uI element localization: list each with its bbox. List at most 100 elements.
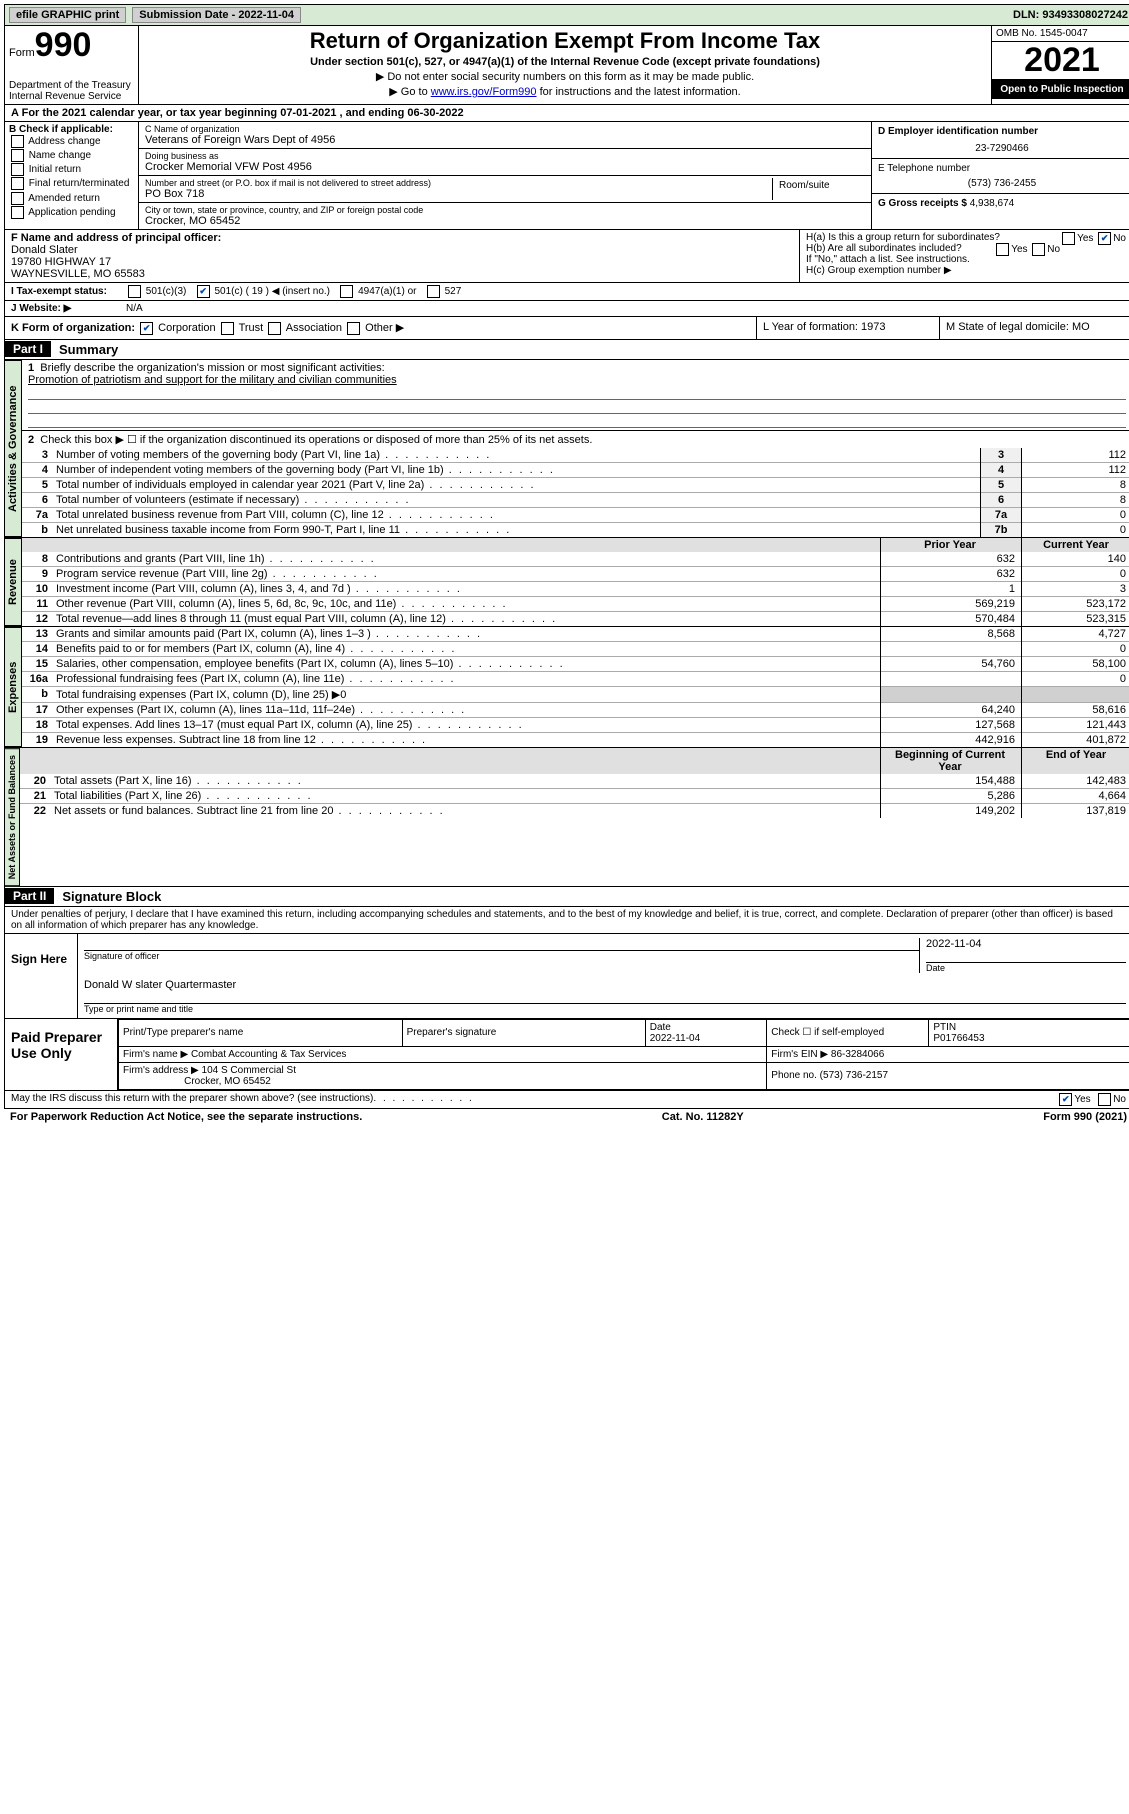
city-value: Crocker, MO 65452 xyxy=(145,215,865,227)
table-row: 17Other expenses (Part IX, column (A), l… xyxy=(22,702,1129,717)
part2-header: Part II Signature Block xyxy=(4,887,1129,907)
beg-year-hdr: Beginning of Current Year xyxy=(881,748,1022,774)
k-form-org: K Form of organization: ✔ Corporation Tr… xyxy=(5,317,757,339)
cb-addr-change[interactable]: Address change xyxy=(9,135,134,149)
form-subtitle-3: ▶ Go to www.irs.gov/Form990 for instruct… xyxy=(145,85,985,98)
ha-row: H(a) Is this a group return for subordin… xyxy=(806,232,1126,243)
table-row: 9Program service revenue (Part VIII, lin… xyxy=(22,566,1129,581)
dba-cell: Doing business as Crocker Memorial VFW P… xyxy=(139,149,871,176)
table-row: 16aProfessional fundraising fees (Part I… xyxy=(22,671,1129,686)
tel-value: (573) 736-2455 xyxy=(878,178,1126,189)
sig-officer-line: Signature of officer xyxy=(84,950,919,961)
ein-value: 23-7290466 xyxy=(878,143,1126,154)
irs-label: Internal Revenue Service xyxy=(9,91,134,102)
efile-print-button[interactable]: efile GRAPHIC print xyxy=(9,7,126,23)
table-row: bTotal fundraising expenses (Part IX, co… xyxy=(22,686,1129,702)
footer: For Paperwork Reduction Act Notice, see … xyxy=(4,1109,1129,1125)
sig-date: 2022-11-04 xyxy=(926,938,1126,950)
firm-name-cell: Firm's name ▶ Combat Accounting & Tax Se… xyxy=(119,1046,767,1062)
table-row: 12Total revenue—add lines 8 through 11 (… xyxy=(22,611,1129,626)
netassets-tab: Net Assets or Fund Balances xyxy=(5,748,20,886)
part2-tag: Part II xyxy=(5,888,54,904)
expenses-tab: Expenses xyxy=(5,627,22,747)
discuss-yesno: ✔Yes No xyxy=(1057,1093,1126,1106)
table-row: 5Total number of individuals employed in… xyxy=(22,477,1129,492)
ein-label: D Employer identification number xyxy=(878,126,1126,137)
cb-initial[interactable]: Initial return xyxy=(9,163,134,177)
row-j: J Website: ▶ N/A xyxy=(4,301,1129,317)
revenue-body: Prior YearCurrent Year 8Contributions an… xyxy=(22,538,1129,626)
prep-date-cell: Date2022-11-04 xyxy=(645,1019,767,1046)
part1-header: Part I Summary xyxy=(4,340,1129,360)
h-block: H(a) Is this a group return for subordin… xyxy=(800,230,1129,282)
form-no-footer: Form 990 (2021) xyxy=(1043,1111,1127,1123)
paid-preparer-label: Paid Preparer Use Only xyxy=(5,1019,118,1090)
submission-date-button[interactable]: Submission Date - 2022-11-04 xyxy=(132,7,301,23)
table-row: 11Other revenue (Part VIII, column (A), … xyxy=(22,596,1129,611)
pra-notice: For Paperwork Reduction Act Notice, see … xyxy=(10,1111,362,1123)
sign-here-label: Sign Here xyxy=(5,934,78,1018)
j-label: J Website: ▶ xyxy=(11,303,126,314)
governance-section: Activities & Governance 1 Briefly descri… xyxy=(4,360,1129,538)
cat-no: Cat. No. 11282Y xyxy=(662,1111,744,1123)
street-cell: Number and street (or P.O. box if mail i… xyxy=(139,176,871,203)
preparer-table: Print/Type preparer's name Preparer's si… xyxy=(118,1019,1129,1090)
cb-final[interactable]: Final return/terminated xyxy=(9,177,134,191)
prep-selfemp: Check ☐ if self-employed xyxy=(767,1019,929,1046)
table-row: 19Revenue less expenses. Subtract line 1… xyxy=(22,732,1129,747)
table-row: 18Total expenses. Add lines 13–17 (must … xyxy=(22,717,1129,732)
prep-ptin-cell: PTINP01766453 xyxy=(929,1019,1129,1046)
street-addr: PO Box 718 xyxy=(145,188,772,200)
city-label: City or town, state or province, country… xyxy=(145,205,865,215)
form-subtitle-1: Under section 501(c), 527, or 4947(a)(1)… xyxy=(145,56,985,68)
cb-name-change[interactable]: Name change xyxy=(9,149,134,163)
cb-amended[interactable]: Amended return xyxy=(9,192,134,206)
form-id-block: Form990 Department of the Treasury Inter… xyxy=(5,26,139,104)
form-header: Form990 Department of the Treasury Inter… xyxy=(4,26,1129,105)
irs-link[interactable]: www.irs.gov/Form990 xyxy=(431,86,537,98)
table-row: 4Number of independent voting members of… xyxy=(22,462,1129,477)
governance-tab: Activities & Governance xyxy=(5,360,22,537)
governance-body: 1 Briefly describe the organization's mi… xyxy=(22,360,1129,537)
cb-pending[interactable]: Application pending xyxy=(9,206,134,220)
revenue-tab: Revenue xyxy=(5,538,22,626)
form-title-block: Return of Organization Exempt From Incom… xyxy=(139,26,991,104)
part1-tag: Part I xyxy=(5,341,51,357)
prep-sig-hdr: Preparer's signature xyxy=(402,1019,645,1046)
omb-label: OMB No. 1545-0047 xyxy=(992,26,1129,42)
officer-addr2: WAYNESVILLE, MO 65583 xyxy=(11,268,793,280)
org-info-column: C Name of organization Veterans of Forei… xyxy=(139,122,871,229)
i-options: 501(c)(3) ✔ 501(c) ( 19 ) ◀ (insert no.)… xyxy=(126,285,1126,298)
end-year-hdr: End of Year xyxy=(1022,748,1129,774)
i-label: I Tax-exempt status: xyxy=(11,286,126,297)
dln-label: DLN: 93493308027242 xyxy=(1013,9,1128,21)
tel-cell: E Telephone number (573) 736-2455 xyxy=(872,159,1129,194)
tel-label: E Telephone number xyxy=(878,163,1126,174)
line-a-text: For the 2021 calendar year, or tax year … xyxy=(22,107,464,119)
table-row: bNet unrelated business taxable income f… xyxy=(22,522,1129,537)
expenses-section: Expenses 13Grants and similar amounts pa… xyxy=(4,627,1129,748)
f-label: F Name and address of principal officer: xyxy=(11,232,793,244)
expenses-body: 13Grants and similar amounts paid (Part … xyxy=(22,627,1129,747)
firm-ein-cell: Firm's EIN ▶ 86-3284066 xyxy=(767,1046,1129,1062)
dba-name: Crocker Memorial VFW Post 4956 xyxy=(145,161,865,173)
firm-addr-cell: Firm's address ▶ 104 S Commercial St Cro… xyxy=(119,1062,767,1089)
gross-label: G Gross receipts $ xyxy=(878,198,967,209)
row-k: K Form of organization: ✔ Corporation Tr… xyxy=(4,317,1129,340)
officer-typed-name: Donald W slater Quartermaster xyxy=(84,979,1126,991)
table-row: 10Investment income (Part VIII, column (… xyxy=(22,581,1129,596)
table-row: 15Salaries, other compensation, employee… xyxy=(22,656,1129,671)
addr-label: Number and street (or P.O. box if mail i… xyxy=(145,178,772,188)
org-name: Veterans of Foreign Wars Dept of 4956 xyxy=(145,134,865,146)
form-year-block: OMB No. 1545-0047 2021 Open to Public In… xyxy=(991,26,1129,104)
hc-row: H(c) Group exemption number ▶ xyxy=(806,265,1126,276)
goto-post: for instructions and the latest informat… xyxy=(537,86,741,98)
hb-note: If "No," attach a list. See instructions… xyxy=(806,254,1126,265)
expenses-table: 13Grants and similar amounts paid (Part … xyxy=(22,627,1129,747)
mission-block: 1 Briefly describe the organization's mi… xyxy=(22,360,1129,431)
table-row: 22Net assets or fund balances. Subtract … xyxy=(20,803,1129,818)
table-row: 20Total assets (Part X, line 16)154,4881… xyxy=(20,774,1129,789)
sign-here-block: Sign Here Signature of officer 2022-11-0… xyxy=(4,934,1129,1019)
prep-name-hdr: Print/Type preparer's name xyxy=(119,1019,403,1046)
netassets-body: Beginning of Current YearEnd of Year 20T… xyxy=(20,748,1129,886)
